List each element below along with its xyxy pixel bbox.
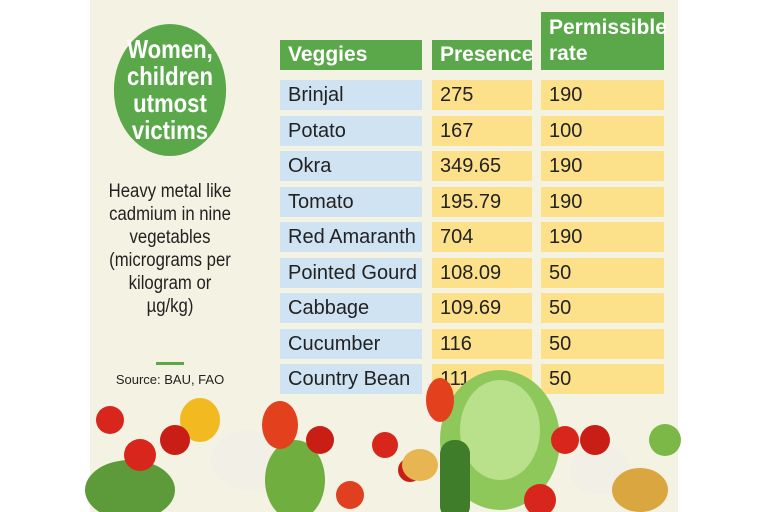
value-cell: 704 [432,222,532,252]
divider [156,362,184,365]
veggie-cell: Potato [280,115,422,146]
value-cell: 275 [432,80,532,110]
veggie-cell: Pointed Gourd [280,257,422,288]
veggie-cell: Country Bean [280,364,422,394]
badge-line: Women, [127,34,213,64]
description-line: cadmium in nine [109,204,231,225]
description-line: kilogram or [128,273,212,294]
value-cell: 109.69 [432,293,532,323]
value-cell: 167 [432,115,532,146]
veggie-cell: Cabbage [280,293,422,323]
veggie-cell: Cucumber [280,328,422,359]
badge-line: victims [131,115,209,145]
value-cell: 116 [432,328,532,359]
badge-line: utmost [133,88,207,118]
value-cell: 190 [541,186,664,217]
badge-line: children [127,61,213,91]
badge: Women, children utmost victims [113,24,227,156]
value-cell: 50 [541,293,664,323]
veggie-cell: Tomato [280,186,422,217]
header-cell: Presence [432,40,533,70]
header-cell: Veggies [280,40,422,70]
veggie-cell: Red Amaranth [280,222,422,252]
value-cell: 50 [541,328,664,359]
description-line: vegetables [129,227,211,248]
value-cell: 349.65 [432,151,532,181]
source: Source: BAU, FAO [115,372,225,387]
header-cell: Permissible rate [541,12,667,70]
description-line: µg/kg) [146,296,194,317]
value-cell: 190 [541,80,664,110]
value-cell: 100 [541,115,664,146]
value-cell: 108.09 [432,257,532,288]
value-cell: 195.79 [432,186,532,217]
value-cell: 50 [541,364,664,394]
value-cell: 50 [541,257,664,288]
description-line: (micrograms per [109,250,231,271]
vegetables [85,370,681,512]
value-cell: 190 [541,151,664,181]
description: Heavy metal like cadmium in nine vegetable… [108,180,232,318]
veggie-cell: Okra [280,151,422,181]
value-cell: 190 [541,222,664,252]
description-line: Heavy metal like [108,181,232,202]
veggie-cell: Brinjal [280,80,422,110]
